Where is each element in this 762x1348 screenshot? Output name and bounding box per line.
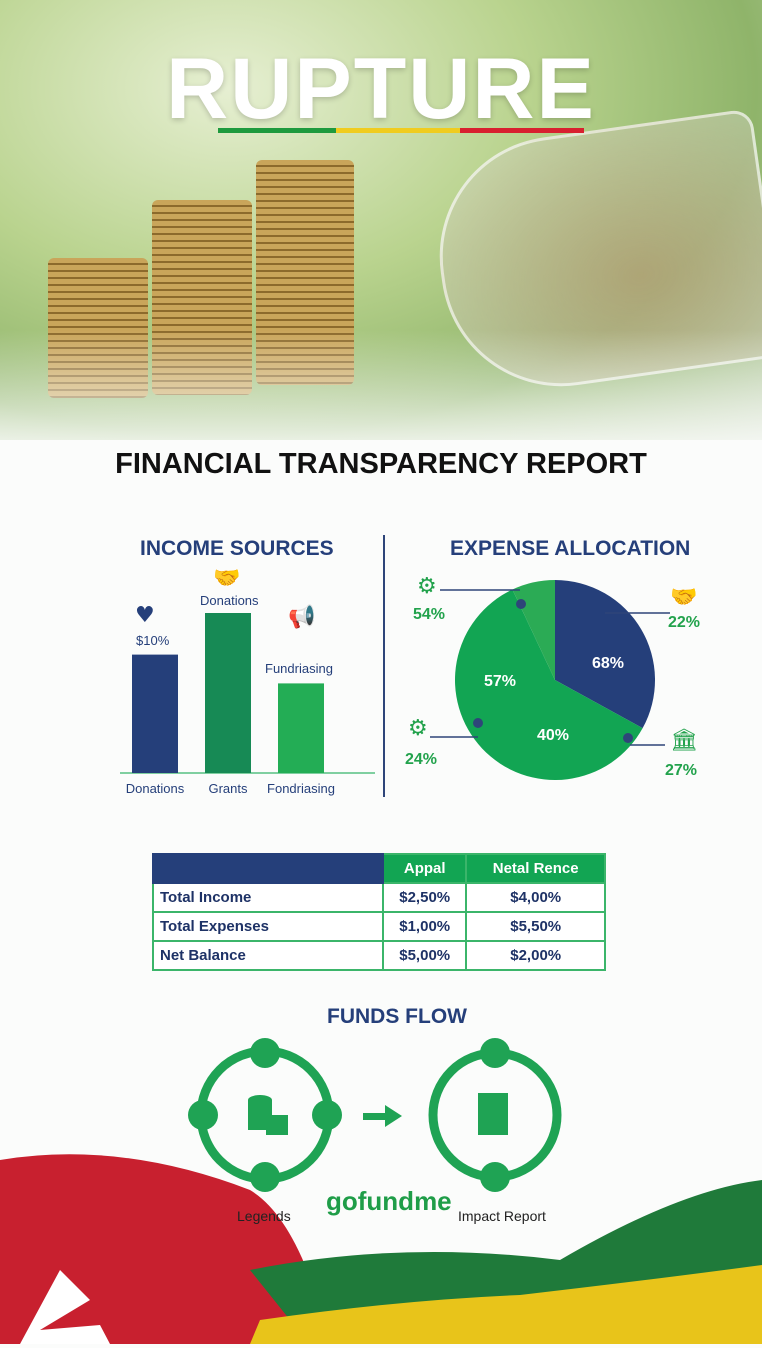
cell: $1,00% <box>381 911 468 942</box>
brand-bar-red <box>460 128 584 133</box>
plant-icon <box>480 1038 510 1068</box>
arrow-right-icon <box>363 1105 402 1127</box>
report-icon <box>480 1162 510 1192</box>
building-icon <box>478 1093 508 1135</box>
callout-label: 24% <box>405 751 438 768</box>
cell: $2,50% <box>381 882 468 913</box>
table-header: Appal Netal Rence <box>152 853 606 884</box>
funds-flow-title: FUNDS FLOW <box>327 1005 467 1028</box>
income-title: INCOME SOURCES <box>140 537 334 560</box>
bar-fondriasing <box>278 683 324 773</box>
document-icon <box>188 1100 218 1130</box>
gear-icon: ⚙ <box>417 574 437 599</box>
callout-label: 54% <box>413 606 446 623</box>
table-row: Total Expenses $1,00% $5,50% <box>152 911 606 942</box>
callout-dot <box>623 733 633 743</box>
callout-dot <box>516 599 526 609</box>
funds-flow-diagram <box>188 1038 562 1192</box>
brand-bar-yellow <box>336 128 460 133</box>
building-icon <box>250 1162 280 1192</box>
coins-icon <box>248 1095 288 1135</box>
callout-label: 27% <box>665 762 698 779</box>
row-label: Total Income <box>152 882 384 913</box>
handshake-icon: 🤝 <box>213 566 241 591</box>
summary-table: Appal Netal Rence Total Income $2,50% $4,0… <box>152 853 606 971</box>
row-label: Total Expenses <box>152 911 384 942</box>
heart-icon: ♥ <box>135 603 155 628</box>
header-cell: Netal Rence <box>465 853 606 884</box>
gofundme-logo: gofundme <box>326 1186 452 1216</box>
bank-icon <box>312 1100 342 1130</box>
page-title: FINANCIAL TRANSPARENCY REPORT <box>115 448 647 480</box>
row-label: Net Balance <box>152 940 384 971</box>
header-cell: Appal <box>381 853 468 884</box>
pie-slice <box>455 589 643 780</box>
slice-label: 40% <box>537 727 569 744</box>
x-tick-label: Grants <box>208 781 248 796</box>
bar-annotation: Fundriasing <box>265 661 333 676</box>
callout-dot <box>473 718 483 728</box>
flag-graphic <box>0 1150 762 1344</box>
bar-donations <box>132 654 178 773</box>
callout-label: 22% <box>668 614 701 631</box>
expense-title: EXPENSE ALLOCATION <box>450 537 691 560</box>
header-cell <box>152 853 384 884</box>
x-tick-label: Donations <box>126 781 185 796</box>
bank-icon: 🏛 <box>670 728 698 753</box>
cell: $5,00% <box>381 940 468 971</box>
gear-icon: ⚙ <box>408 716 428 741</box>
right-caption: Impact Report <box>458 1208 546 1224</box>
handshake-icon: 🤝 <box>670 585 698 610</box>
cell: $5,50% <box>465 911 606 942</box>
bar-grants <box>205 613 251 773</box>
slice-label: 57% <box>484 673 516 690</box>
income-bar-chart: Donations Grants Fondriasing <box>120 613 375 796</box>
pie-slice <box>555 580 655 729</box>
x-tick-label: Fondriasing <box>267 781 335 796</box>
expense-pie-chart: 68% 57% 40% <box>430 580 670 780</box>
section-divider <box>383 535 385 797</box>
table-row: Net Balance $5,00% $2,00% <box>152 940 606 971</box>
brand-logo: RUPTURE <box>166 41 596 137</box>
bar-annotation: Donations <box>200 593 259 608</box>
handshake-icon <box>250 1038 280 1068</box>
cell: $4,00% <box>465 882 606 913</box>
table-row: Total Income $2,50% $4,00% <box>152 882 606 913</box>
slice-label: 68% <box>592 655 624 672</box>
bar-annotation: $10% <box>136 633 170 648</box>
megaphone-icon: 📢 <box>288 605 316 630</box>
left-caption: Legends <box>237 1208 291 1224</box>
brand-bar-green <box>218 128 336 133</box>
cell: $2,00% <box>465 940 606 971</box>
